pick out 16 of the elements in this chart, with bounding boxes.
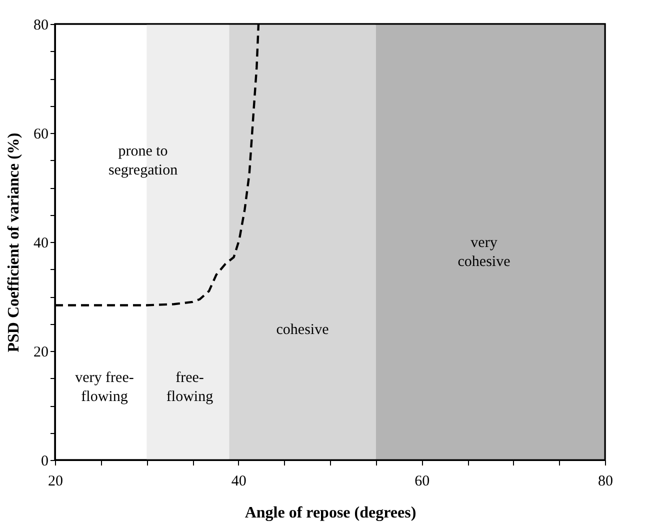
y-tick-label: 0 bbox=[41, 454, 48, 470]
annotation: very cohesive bbox=[458, 235, 511, 270]
y-axis-title: PSD Coefficient of variance (%) bbox=[6, 132, 22, 352]
x-tick-label: 60 bbox=[414, 474, 430, 490]
y-tick-label: 40 bbox=[34, 236, 48, 252]
annotation: prone to segregation bbox=[108, 143, 178, 178]
annotation: cohesive bbox=[276, 322, 330, 338]
annotation: very free- flowing bbox=[75, 370, 134, 406]
x-axis-title: Angle of repose (degrees) bbox=[244, 504, 416, 522]
x-tick-label: 20 bbox=[48, 474, 63, 490]
x-tick-label: 80 bbox=[598, 474, 613, 490]
y-tick-label: 60 bbox=[34, 126, 48, 142]
annotation: free- flowing bbox=[166, 370, 214, 406]
y-tick-label: 80 bbox=[34, 18, 48, 34]
x-tick-label: 40 bbox=[231, 474, 246, 490]
y-tick-label: 20 bbox=[34, 344, 48, 360]
